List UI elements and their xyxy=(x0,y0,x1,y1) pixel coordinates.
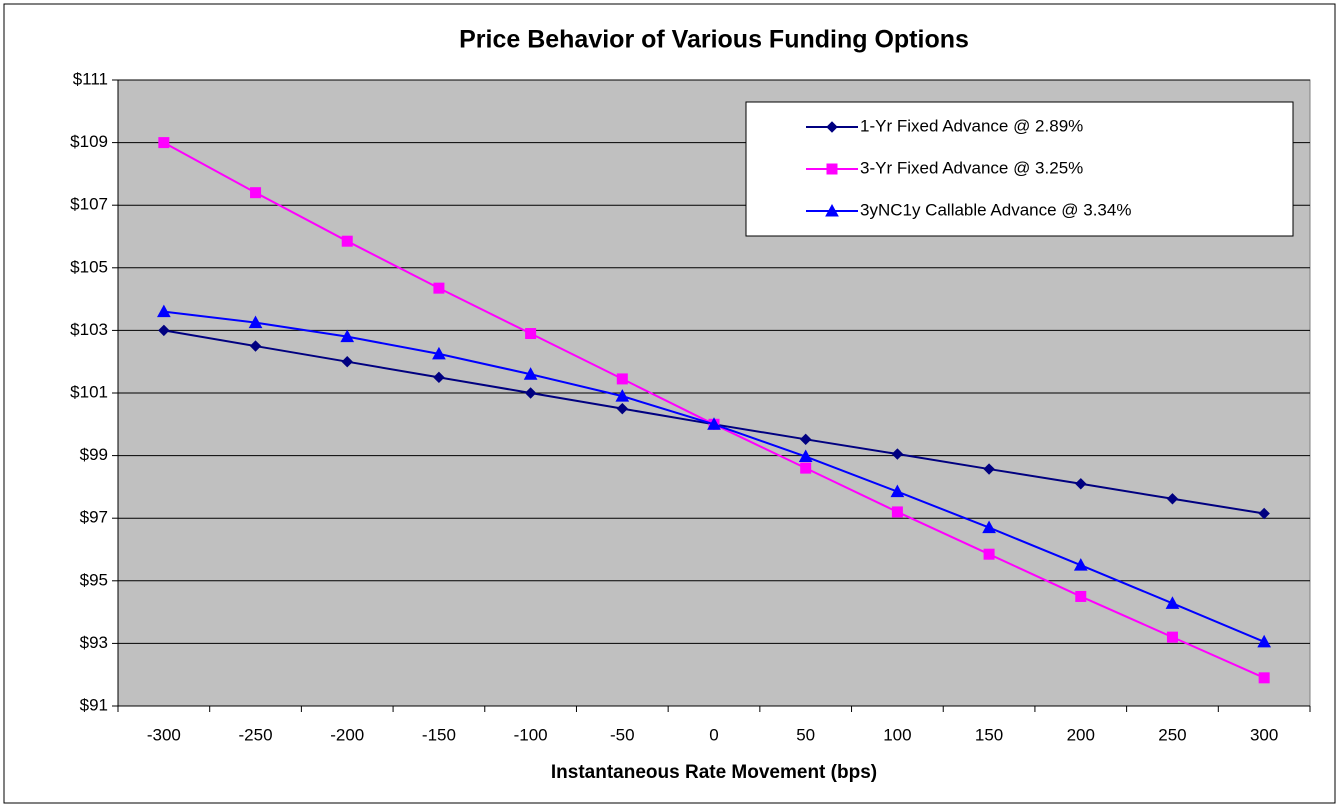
y-tick-label: $97 xyxy=(80,508,108,527)
legend-label: 3-Yr Fixed Advance @ 3.25% xyxy=(860,158,1083,177)
data-point xyxy=(341,235,353,247)
y-tick-label: $107 xyxy=(70,195,108,214)
x-tick-label: 0 xyxy=(709,725,718,744)
y-tick-label: $95 xyxy=(80,570,108,589)
data-point xyxy=(249,340,262,352)
y-tick-label: $105 xyxy=(70,257,108,276)
data-point xyxy=(158,137,170,149)
data-point xyxy=(433,282,445,294)
legend-label: 3yNC1y Callable Advance @ 3.34% xyxy=(860,200,1131,219)
data-point xyxy=(1258,672,1270,684)
data-point xyxy=(615,389,630,402)
x-tick-label: 150 xyxy=(975,725,1003,744)
data-point xyxy=(1075,590,1087,602)
y-tick-label: $103 xyxy=(70,320,108,339)
data-point xyxy=(1166,493,1179,505)
data-point xyxy=(1258,507,1270,520)
x-tick-label: -50 xyxy=(610,725,635,744)
y-tick-label: $91 xyxy=(80,695,108,714)
y-tick-label: $101 xyxy=(70,382,108,401)
data-point xyxy=(433,371,445,384)
x-tick-label: -250 xyxy=(239,725,273,744)
data-point xyxy=(798,449,813,463)
data-point xyxy=(616,402,629,415)
y-tick-label: $93 xyxy=(80,633,108,652)
data-point xyxy=(525,328,537,340)
data-point xyxy=(432,346,446,360)
data-point xyxy=(341,355,353,368)
legend-marker xyxy=(826,121,838,133)
x-tick-label: -100 xyxy=(514,725,548,744)
x-tick-label: 300 xyxy=(1250,725,1278,744)
data-point xyxy=(1257,634,1271,648)
data-point xyxy=(890,484,905,498)
y-tick-label: $109 xyxy=(70,132,108,151)
data-point xyxy=(891,506,903,518)
legend-label: 1-Yr Fixed Advance @ 2.89% xyxy=(860,116,1083,135)
x-tick-label: 50 xyxy=(796,725,815,744)
data-point xyxy=(891,448,904,460)
data-point xyxy=(524,387,537,399)
data-point xyxy=(799,433,812,446)
data-point xyxy=(707,417,721,430)
data-point xyxy=(157,304,171,318)
chart-title: Price Behavior of Various Funding Option… xyxy=(459,26,969,54)
x-tick-label: -300 xyxy=(147,725,181,744)
x-tick-label: 100 xyxy=(883,725,911,744)
data-point xyxy=(982,520,996,534)
data-point xyxy=(1166,631,1178,643)
x-tick-label: 200 xyxy=(1067,725,1095,744)
data-point xyxy=(1165,596,1180,609)
data-point xyxy=(800,462,812,474)
x-tick-label: -200 xyxy=(330,725,364,744)
data-point xyxy=(983,548,995,560)
x-tick-label: -150 xyxy=(422,725,456,744)
legend-marker xyxy=(825,203,839,217)
data-point xyxy=(248,315,263,329)
x-tick-label: 250 xyxy=(1158,725,1186,744)
y-tick-label: $99 xyxy=(80,445,108,464)
data-point xyxy=(250,187,262,199)
legend-marker xyxy=(826,163,838,175)
data-point xyxy=(983,463,995,475)
data-point xyxy=(1075,478,1087,490)
y-tick-label: $111 xyxy=(73,69,108,88)
data-point xyxy=(1073,558,1088,571)
x-axis-title: Instantaneous Rate Movement (bps) xyxy=(551,762,877,783)
data-point xyxy=(616,373,628,385)
data-point xyxy=(158,324,170,337)
data-point xyxy=(340,329,355,343)
data-point xyxy=(523,367,538,380)
